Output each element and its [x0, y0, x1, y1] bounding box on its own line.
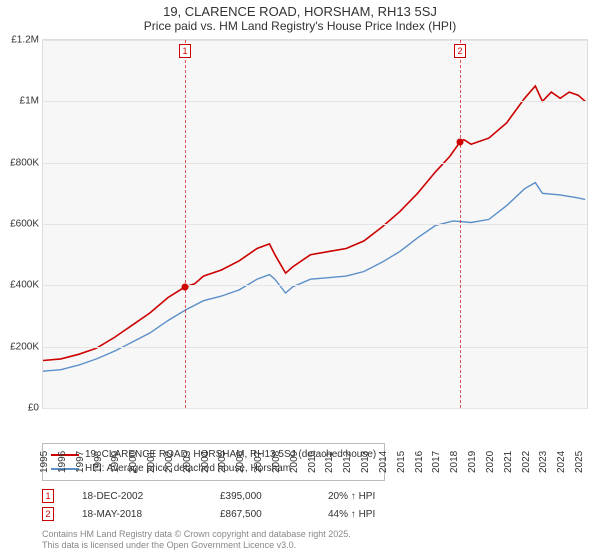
x-axis-label: 1996 — [57, 451, 68, 473]
x-axis-label: 2008 — [271, 451, 282, 473]
footnote-line-2: This data is licensed under the Open Gov… — [42, 540, 588, 551]
x-axis-label: 2006 — [235, 451, 246, 473]
sale-marker-line — [460, 40, 461, 408]
sale-marker-line — [185, 40, 186, 408]
y-axis-label: £200K — [10, 341, 43, 352]
sale-hpi-diff: 20% ↑ HPI — [328, 491, 418, 502]
x-axis-label: 2003 — [182, 451, 193, 473]
x-axis-label: 1995 — [39, 451, 50, 473]
x-axis-label: 2012 — [342, 451, 353, 473]
x-axis-label: 2005 — [217, 451, 228, 473]
sale-marker-dot — [181, 283, 188, 290]
x-axis-label: 2022 — [521, 451, 532, 473]
sales-table: 1 18-DEC-2002 £395,000 20% ↑ HPI 2 18-MAY-201… — [42, 487, 588, 523]
series-line-hpi — [43, 183, 585, 372]
x-axis-label: 2001 — [146, 451, 157, 473]
sale-date: 18-MAY-2018 — [82, 509, 192, 520]
gridline — [43, 163, 587, 164]
sale-price: £395,000 — [220, 491, 300, 502]
sale-price: £867,500 — [220, 509, 300, 520]
x-axis-label: 2020 — [485, 451, 496, 473]
title-line-1: 19, CLARENCE ROAD, HORSHAM, RH13 5SJ — [0, 0, 600, 19]
gridline — [43, 224, 587, 225]
gridline — [43, 285, 587, 286]
sales-row: 1 18-DEC-2002 £395,000 20% ↑ HPI — [42, 487, 588, 505]
y-axis-label: £1M — [20, 96, 43, 107]
y-axis-label: £800K — [10, 157, 43, 168]
y-axis-label: £400K — [10, 280, 43, 291]
x-axis-label: 2007 — [253, 451, 264, 473]
x-axis-label: 2021 — [503, 451, 514, 473]
x-axis-label: 2017 — [431, 451, 442, 473]
sale-marker-dot — [457, 138, 464, 145]
gridline — [43, 347, 587, 348]
x-axis-label: 2010 — [307, 451, 318, 473]
gridline — [43, 101, 587, 102]
gridline — [43, 40, 587, 41]
sale-hpi-diff: 44% ↑ HPI — [328, 509, 418, 520]
x-axis-label: 2023 — [538, 451, 549, 473]
sale-marker-badge: 1 — [179, 44, 191, 58]
x-axis-label: 2002 — [164, 451, 175, 473]
sale-date: 18-DEC-2002 — [82, 491, 192, 502]
title-line-2: Price paid vs. HM Land Registry's House … — [0, 19, 600, 39]
x-axis-label: 1999 — [110, 451, 121, 473]
footnote-line-1: Contains HM Land Registry data © Crown c… — [42, 529, 588, 540]
x-axis-label: 2009 — [289, 451, 300, 473]
y-axis-label: £600K — [10, 219, 43, 230]
x-axis-label: 2018 — [449, 451, 460, 473]
x-axis-labels: 1995199619971998199920002001200220032004… — [42, 409, 588, 443]
x-axis-label: 2014 — [378, 451, 389, 473]
x-axis-label: 2025 — [574, 451, 585, 473]
x-axis-label: 1997 — [75, 451, 86, 473]
x-axis-label: 2015 — [396, 451, 407, 473]
x-axis-label: 2000 — [128, 451, 139, 473]
y-axis-label: £1.2M — [11, 35, 43, 46]
x-axis-label: 2004 — [200, 451, 211, 473]
chart-plot-area: £0£200K£400K£600K£800K£1M£1.2M12 — [42, 39, 588, 409]
y-axis-label: £0 — [28, 403, 43, 414]
x-axis-label: 1998 — [93, 451, 104, 473]
sales-row: 2 18-MAY-2018 £867,500 44% ↑ HPI — [42, 505, 588, 523]
x-axis-label: 2019 — [467, 451, 478, 473]
x-axis-label: 2013 — [360, 451, 371, 473]
x-axis-label: 2011 — [324, 451, 335, 473]
x-axis-label: 2024 — [556, 451, 567, 473]
sale-marker-badge: 2 — [42, 507, 54, 521]
footnote: Contains HM Land Registry data © Crown c… — [42, 529, 588, 551]
x-axis-label: 2016 — [414, 451, 425, 473]
sale-marker-badge: 2 — [454, 44, 466, 58]
sale-marker-badge: 1 — [42, 489, 54, 503]
